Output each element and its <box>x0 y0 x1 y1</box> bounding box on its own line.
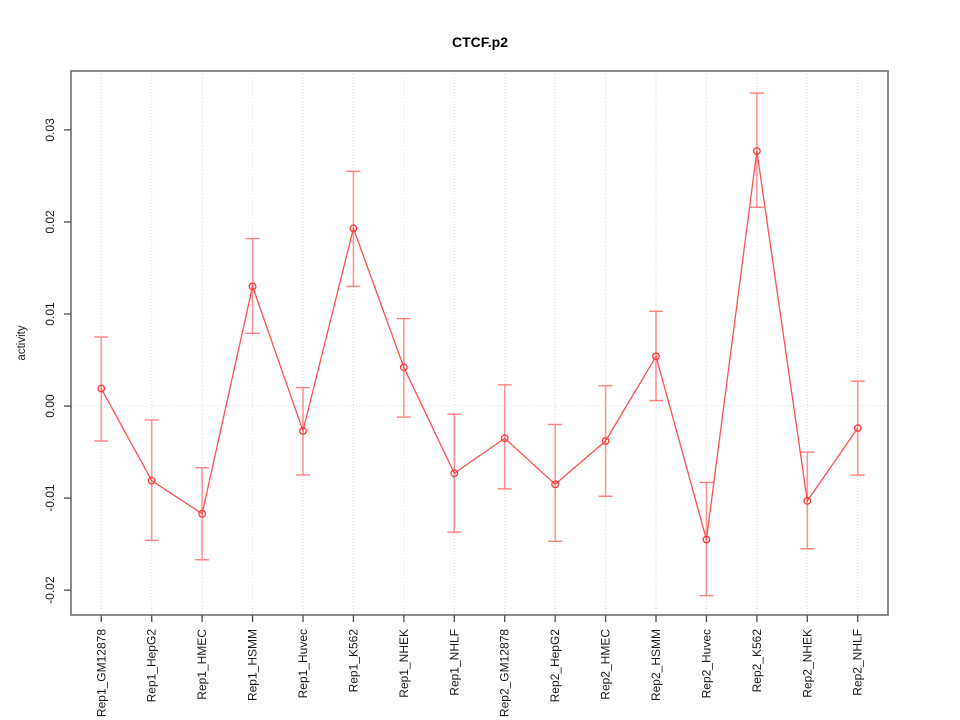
data-point <box>97 384 106 393</box>
x-category-label: Rep1_NHEK <box>397 629 411 698</box>
x-category-label: Rep2_Huvec <box>699 629 713 698</box>
y-axis-label: activity <box>16 325 28 360</box>
data-point <box>450 469 459 478</box>
y-tick-label: -0.01 <box>43 484 57 512</box>
data-point <box>349 224 358 233</box>
data-point <box>752 147 761 156</box>
data-point <box>299 426 307 435</box>
x-category-label: Rep1_HepG2 <box>145 629 159 703</box>
data-point <box>702 535 711 544</box>
chart-title: CTCF.p2 <box>452 34 508 50</box>
data-point <box>198 509 207 518</box>
x-category-label: Rep1_GM12878 <box>94 629 108 717</box>
data-point <box>551 480 560 489</box>
data-point <box>500 434 509 443</box>
y-tick-label: 0.02 <box>43 210 57 234</box>
data-point <box>803 496 812 505</box>
x-category-label: Rep2_HMEC <box>599 629 613 700</box>
data-point <box>853 424 862 433</box>
x-category-label: Rep2_HepG2 <box>548 629 562 703</box>
x-category-label: Rep1_Huvec <box>296 629 310 698</box>
x-category-label: Rep2_K562 <box>750 629 764 693</box>
y-tick-label: 0.01 <box>43 302 57 326</box>
x-category-label: Rep1_NHLF <box>447 629 461 696</box>
y-tick-label: 0.03 <box>43 118 57 142</box>
data-point <box>147 476 156 485</box>
plot-border <box>70 70 889 616</box>
x-category-label: Rep1_K562 <box>346 629 360 693</box>
x-category-label: Rep2_NHLF <box>851 629 865 696</box>
x-category-label: Rep1_HSMM <box>246 629 260 701</box>
x-category-label: Rep2_HSMM <box>649 629 663 701</box>
x-category-label: Rep1_HMEC <box>195 629 209 700</box>
data-point <box>248 282 257 291</box>
data-line <box>100 150 859 540</box>
x-category-label: Rep2_NHEK <box>800 629 814 698</box>
plot-area: 0.03 0.02 0.01 0.00 -0.01 -0.02 Rep1_GM12878 Re… <box>43 70 889 717</box>
data-point <box>601 437 610 445</box>
data-point <box>652 352 660 361</box>
data-point <box>399 363 408 372</box>
y-tick-label: 0.00 <box>43 394 57 418</box>
x-category-label: Rep2_GM12878 <box>498 629 512 717</box>
y-tick-label: -0.02 <box>43 576 57 604</box>
